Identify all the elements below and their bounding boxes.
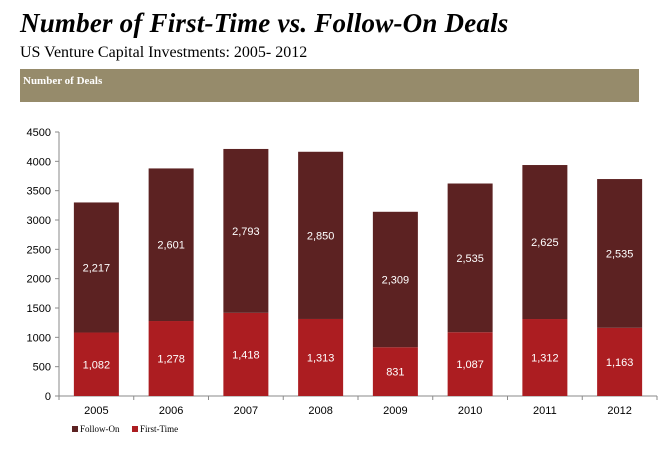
x-tick-label: 2011 xyxy=(533,405,557,417)
data-label-first-time: 1,087 xyxy=(456,359,484,371)
data-label-follow-on: 2,217 xyxy=(83,262,111,274)
bar-first-time xyxy=(148,321,194,396)
legend-swatch-follow-on xyxy=(72,426,78,432)
y-tick-label: 1000 xyxy=(27,332,51,344)
bar-first-time xyxy=(372,347,418,396)
bar-follow-on xyxy=(372,211,418,348)
data-label-follow-on: 2,625 xyxy=(531,237,559,249)
legend-label-first-time: First-Time xyxy=(140,424,178,434)
y-tick-label: 500 xyxy=(33,362,51,374)
x-tick-label: 2009 xyxy=(383,405,407,417)
data-label-follow-on: 2,535 xyxy=(456,253,484,265)
bar-follow-on xyxy=(597,179,643,328)
y-tick-label: 4000 xyxy=(27,156,51,168)
bar-follow-on xyxy=(522,165,568,320)
data-label-follow-on: 2,535 xyxy=(606,248,634,260)
chart-subtitle: US Venture Capital Investments: 2005- 20… xyxy=(20,44,308,61)
x-tick-label: 2006 xyxy=(159,405,183,417)
x-tick-label: 2010 xyxy=(458,405,482,417)
data-label-first-time: 1,312 xyxy=(531,353,559,365)
x-tick-label: 2007 xyxy=(234,405,258,417)
data-label-first-time: 1,163 xyxy=(606,357,634,369)
y-tick-label: 3000 xyxy=(27,215,51,227)
x-tick-label: 2008 xyxy=(308,405,332,417)
x-tick-label: 2005 xyxy=(84,405,108,417)
y-tick-label: 4500 xyxy=(27,127,51,139)
data-label-follow-on: 2,309 xyxy=(382,275,410,287)
bar-first-time xyxy=(298,318,344,396)
bar-follow-on xyxy=(298,151,344,319)
y-tick-label: 1500 xyxy=(27,303,51,315)
chart-title: Number of First-Time vs. Follow-On Deals xyxy=(20,8,509,38)
data-label-follow-on: 2,850 xyxy=(307,230,335,242)
y-tick-label: 2500 xyxy=(27,244,51,256)
y-tick-label: 0 xyxy=(45,391,51,403)
panel-header: Number of Deals xyxy=(20,69,639,102)
x-tick-label: 2012 xyxy=(607,405,631,417)
bar-follow-on xyxy=(73,202,119,333)
bar-first-time xyxy=(73,332,119,396)
bar-follow-on xyxy=(148,168,194,322)
data-label-first-time: 1,418 xyxy=(232,349,260,361)
data-label-follow-on: 2,793 xyxy=(232,226,260,238)
data-label-first-time: 1,278 xyxy=(157,354,185,366)
legend-label-follow-on: Follow-On xyxy=(80,424,120,434)
bar-follow-on xyxy=(223,148,269,313)
panel-header-label: Number of Deals xyxy=(23,75,103,87)
bar-first-time xyxy=(447,332,493,396)
data-label-first-time: 1,082 xyxy=(83,359,111,371)
bar-first-time xyxy=(597,327,643,396)
bar-first-time xyxy=(223,312,269,396)
y-tick-label: 3500 xyxy=(27,186,51,198)
data-label-follow-on: 2,601 xyxy=(157,240,185,252)
data-label-first-time: 1,313 xyxy=(307,352,335,364)
bar-follow-on xyxy=(447,183,493,333)
legend-swatch-first-time xyxy=(132,426,138,432)
y-tick-label: 2000 xyxy=(27,274,51,286)
bar-first-time xyxy=(522,319,568,396)
data-label-first-time: 831 xyxy=(386,367,404,379)
